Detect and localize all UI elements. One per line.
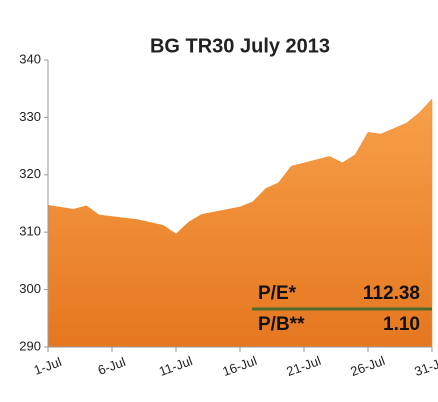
- x-tick-label: 6-Jul: [96, 354, 128, 378]
- area: [47, 98, 433, 348]
- x-tick-label: 21-Jul: [284, 353, 323, 379]
- x-tick-label: 26-Jul: [348, 353, 387, 379]
- x-tick-label: 11-Jul: [157, 353, 195, 379]
- x-tick-label: 31-Jul: [412, 353, 438, 379]
- x-tick-label: 16-Jul: [220, 353, 259, 379]
- annotation-label: P/E*: [258, 283, 297, 304]
- annotation-value: 1.10: [383, 314, 420, 335]
- annotation-value: 112.38: [363, 283, 420, 304]
- annotation-label: P/B**: [258, 314, 305, 335]
- y-tick-label: 300: [19, 281, 41, 296]
- y-tick-label: 340: [19, 51, 41, 66]
- x-tick-label: 1-Jul: [32, 354, 64, 378]
- y-tick-label: 320: [19, 166, 41, 181]
- y-tick-label: 310: [19, 224, 41, 239]
- y-tick-label: 290: [19, 338, 41, 353]
- chart-title: BG TR30 July 2013: [150, 35, 330, 57]
- y-tick-label: 330: [19, 109, 41, 124]
